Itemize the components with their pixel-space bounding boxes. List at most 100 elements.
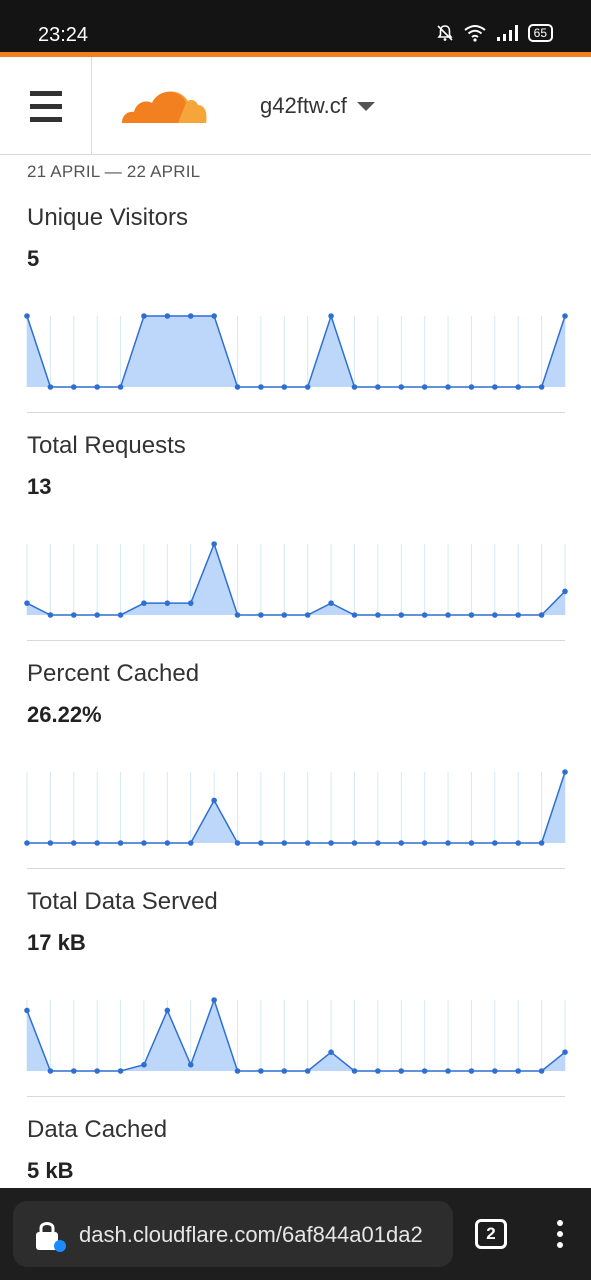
chart-point [562,769,568,775]
hamburger-icon [30,117,62,122]
chart-point [468,612,475,618]
tab-switcher-button[interactable]: 2 [475,1219,507,1249]
browser-toolbar: dash.cloudflare.com/6af844a01da2 2 [0,1188,591,1280]
chart-series-line [26,997,566,1072]
metric-title: Unique Visitors [27,204,188,231]
chart-point [258,840,264,846]
chart-point [375,1068,381,1074]
lock-icon [36,1222,66,1252]
chart-point [211,797,217,804]
menu-button[interactable] [0,57,92,155]
chart-point [187,600,194,606]
divider [27,1096,565,1097]
chart-point [117,1068,124,1074]
chart-point [70,384,77,390]
chart-point [164,1007,171,1014]
url-text: dash.cloudflare.com/6af844a01da2 [79,1222,423,1247]
hamburger-icon [30,104,62,109]
chart-point [398,384,405,390]
chart-point [492,612,498,618]
app-header: g42ftw.cf [0,57,591,155]
chart-point [421,384,428,390]
chart-point [445,1068,451,1074]
chart-point [94,1068,100,1074]
chart-point [492,1068,498,1074]
chart-point [141,600,147,606]
metric-title: Total Data Served [27,888,218,915]
chart-point [211,541,217,547]
metric-title: Data Cached [27,1116,168,1143]
chart-point [141,840,147,846]
more-options-button[interactable] [548,1216,572,1252]
chart-point [211,997,217,1003]
chart-point [492,840,498,846]
chart-point [351,384,358,390]
chart-area [27,1000,565,1071]
chart-point [258,384,264,390]
chart-point [304,612,311,618]
metric-value: 13 [27,474,52,499]
chart-point [70,840,77,846]
hamburger-icon [30,91,62,96]
chart-point [328,1049,334,1056]
chart-point [445,612,451,618]
chart-series-line [27,771,566,844]
divider [27,412,565,413]
chart-point [117,384,124,390]
domain-selector[interactable]: g42ftw.cf [260,93,375,119]
chart-point [375,840,381,846]
chart-series-line [26,313,566,388]
chart-point [515,840,522,846]
chart-point [47,840,54,846]
chart-point [281,840,288,846]
mute-bell-icon [437,25,453,41]
signal-icon [496,25,518,41]
chart-point [234,840,241,846]
chart-point [187,313,194,319]
chart-point [421,1068,428,1074]
chart-point [562,588,568,595]
chart-point [538,612,545,618]
chart-point [24,313,30,319]
cloudflare-logo-icon [122,91,207,123]
chart-point [304,384,311,390]
chart-point [515,612,522,618]
address-bar[interactable]: dash.cloudflare.com/6af844a01da2 [13,1201,453,1267]
chart-point [47,384,54,390]
chart-point [24,1007,30,1014]
chart-point [258,1068,264,1074]
chart-unique-visitors [24,313,568,390]
chart-point [187,840,194,846]
status-time: 23:24 [38,24,89,46]
accent-line [0,52,591,57]
chart-percent-cached [24,769,568,846]
chart-point [398,840,405,846]
chart-point [445,384,451,390]
chart-point [398,612,405,618]
more-vert-icon [557,1231,563,1237]
chart-point [234,1068,241,1074]
chart-point [281,612,288,618]
more-vert-icon [557,1242,563,1248]
metric-value: 5 kB [27,1158,74,1183]
chart-point [164,313,171,319]
chart-point [187,1061,194,1068]
chart-point [538,840,545,846]
metric-value: 5 [27,246,40,271]
chart-point [281,1068,288,1074]
chart-point [562,1049,568,1056]
more-vert-icon [557,1220,563,1226]
battery-icon: 65 [527,24,553,42]
chart-point [258,612,264,618]
chart-point [328,840,334,846]
chart-area [27,772,565,843]
chart-point [234,384,241,390]
chart-point [328,600,334,606]
chart-point [492,384,498,390]
chart-point [117,612,124,618]
chart-point [375,384,381,390]
metric-title: Total Requests [27,432,186,459]
chart-series-line [26,541,566,616]
chart-point [141,1061,147,1068]
chart-point [164,600,171,606]
